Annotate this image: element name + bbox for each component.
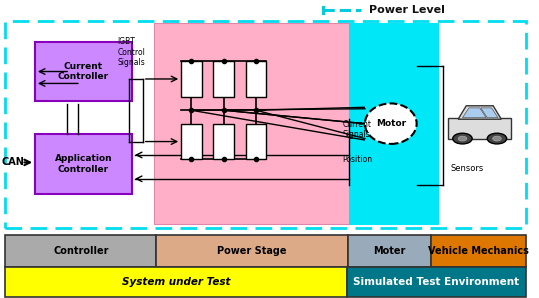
Polygon shape: [458, 106, 501, 119]
FancyBboxPatch shape: [431, 235, 526, 267]
FancyBboxPatch shape: [448, 118, 511, 139]
Text: Current
Signals: Current Signals: [342, 120, 371, 139]
FancyBboxPatch shape: [349, 23, 438, 224]
FancyBboxPatch shape: [5, 267, 347, 297]
Text: Application
Controller: Application Controller: [55, 154, 112, 174]
FancyBboxPatch shape: [213, 61, 234, 97]
Text: Power Level: Power Level: [369, 5, 445, 15]
Text: Simulated Test Environment: Simulated Test Environment: [353, 277, 520, 287]
FancyBboxPatch shape: [347, 267, 526, 297]
Circle shape: [493, 136, 501, 141]
FancyBboxPatch shape: [35, 134, 132, 194]
FancyBboxPatch shape: [246, 124, 266, 159]
FancyBboxPatch shape: [181, 61, 202, 97]
Circle shape: [458, 136, 467, 141]
Text: Position: Position: [342, 155, 372, 164]
FancyBboxPatch shape: [5, 235, 156, 267]
Text: Moter: Moter: [373, 246, 406, 256]
Text: Current
Controller: Current Controller: [58, 62, 109, 81]
FancyBboxPatch shape: [156, 235, 348, 267]
Circle shape: [487, 133, 507, 144]
FancyBboxPatch shape: [154, 23, 350, 224]
Text: Power Stage: Power Stage: [217, 246, 287, 256]
FancyBboxPatch shape: [181, 124, 202, 159]
Text: CAN: CAN: [1, 157, 24, 167]
Text: IGBT
Control
Signals: IGBT Control Signals: [118, 37, 146, 67]
Text: Motor: Motor: [376, 119, 406, 128]
Polygon shape: [481, 108, 498, 118]
Text: Vehicle Mechanics: Vehicle Mechanics: [428, 246, 529, 256]
FancyBboxPatch shape: [35, 42, 132, 101]
FancyBboxPatch shape: [246, 61, 266, 97]
Text: System under Test: System under Test: [122, 277, 231, 287]
Text: Sensors: Sensors: [450, 164, 483, 173]
FancyBboxPatch shape: [348, 235, 431, 267]
Polygon shape: [462, 108, 486, 118]
Text: Controller: Controller: [53, 246, 108, 256]
Ellipse shape: [365, 103, 417, 144]
Circle shape: [453, 133, 472, 144]
FancyBboxPatch shape: [213, 124, 234, 159]
